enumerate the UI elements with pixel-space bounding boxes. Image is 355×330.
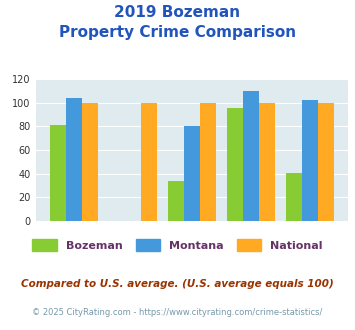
Bar [286,173,302,221]
Text: Compared to U.S. average. (U.S. average equals 100): Compared to U.S. average. (U.S. average … [21,279,334,289]
Bar [50,125,66,221]
Bar [66,98,82,221]
Legend: Bozeman, Montana, National: Bozeman, Montana, National [28,235,327,255]
Bar [227,108,243,221]
Bar [243,91,259,221]
Bar [141,103,157,221]
Text: Property Crime Comparison: Property Crime Comparison [59,25,296,40]
Text: 2019 Bozeman: 2019 Bozeman [114,5,241,20]
Text: © 2025 CityRating.com - https://www.cityrating.com/crime-statistics/: © 2025 CityRating.com - https://www.city… [32,308,323,316]
Bar [200,103,215,221]
Bar [318,103,334,221]
Bar [184,126,200,221]
Bar [82,103,98,221]
Bar [168,181,184,221]
Bar [302,100,318,221]
Bar [259,103,275,221]
